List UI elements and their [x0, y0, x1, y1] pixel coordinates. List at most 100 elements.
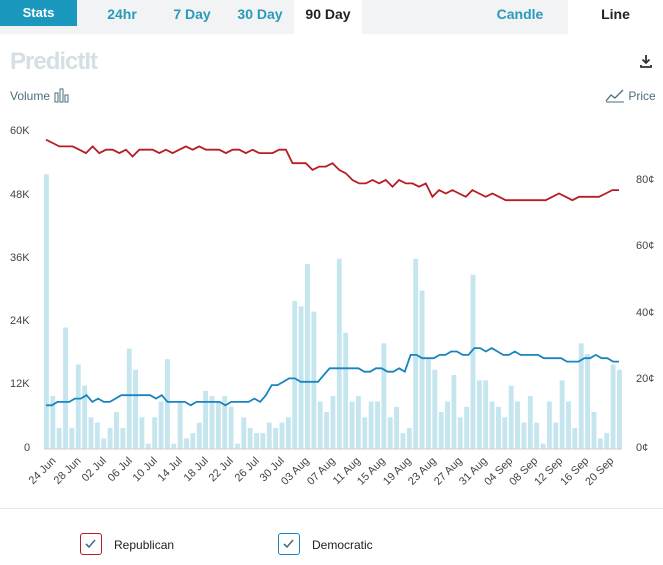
volume-bar [527, 396, 533, 449]
line-chart-icon [605, 89, 624, 103]
volume-bar [317, 401, 323, 449]
y-left-tick-48k: 48K [10, 189, 30, 201]
volume-bar [171, 443, 177, 449]
volume-bar [483, 380, 489, 449]
volume-bar [120, 427, 126, 449]
tab-stats[interactable]: Stats [0, 0, 77, 26]
volume-toggle[interactable]: Volume [10, 87, 71, 103]
volume-bar [546, 401, 552, 449]
x-tick-label: 14 Jul [156, 455, 186, 485]
volume-bar [114, 412, 119, 449]
volume-bar [585, 353, 591, 449]
volume-bar [63, 327, 68, 449]
legend-checkbox-republican[interactable] [80, 533, 102, 555]
x-tick-label: 02 Jul [79, 455, 110, 485]
volume-bar [381, 343, 387, 449]
volume-bar [152, 417, 158, 449]
y-right-tick-0: 0¢ [636, 442, 649, 454]
volume-bar [406, 427, 412, 449]
volume-bar [400, 433, 406, 449]
volume-bar [476, 380, 482, 449]
predictit-logo: PredictIt [10, 48, 98, 75]
volume-bar [133, 369, 138, 449]
volume-bar [177, 401, 183, 449]
range-tab-bar: Stats 24hr 7 Day 30 Day 90 Day Candle Li… [0, 0, 663, 34]
volume-bar [266, 422, 272, 449]
volume-bar [215, 401, 221, 449]
volume-bar [158, 401, 164, 449]
volume-bar [432, 369, 438, 449]
volume-bar [196, 422, 202, 449]
volume-bar [572, 427, 578, 449]
volume-bar [553, 422, 559, 449]
volume-bar [387, 417, 393, 449]
volume-bar [88, 417, 94, 449]
tab-30-day[interactable]: 30 Day [237, 6, 283, 22]
volume-bar [56, 427, 62, 449]
legend-label-democratic: Democratic [312, 538, 373, 552]
volume-bar [298, 306, 304, 449]
x-tick-label: 06 Jul [105, 455, 135, 485]
volume-bar [190, 433, 196, 449]
volume-bar [260, 433, 266, 449]
volume-bar [489, 401, 495, 449]
volume-bar [75, 364, 81, 449]
volume-bar [438, 412, 444, 449]
volume-bar [330, 396, 336, 449]
volume-bar [610, 364, 616, 449]
y-right-tick-60: 60¢ [636, 240, 655, 252]
volume-bar [292, 301, 298, 449]
y-left-tick-60k: 60K [10, 125, 30, 137]
volume-label: Volume [10, 89, 51, 103]
volume-bar [617, 369, 622, 449]
volume-bar [184, 438, 189, 449]
volume-bar [559, 380, 565, 449]
legend-label-republican: Republican [114, 538, 175, 552]
price-toggle[interactable]: Price [605, 87, 656, 103]
volume-bar [394, 406, 400, 449]
volume-bar [235, 443, 240, 449]
volume-bar [164, 359, 170, 449]
volume-bar [578, 343, 584, 449]
volume-bar [222, 396, 228, 449]
x-tick-label: 22 Jul [206, 455, 237, 485]
check-icon [85, 539, 96, 549]
volume-bar [375, 401, 380, 449]
y-right-tick-80: 80¢ [636, 174, 655, 186]
volume-bar [241, 417, 247, 449]
volume-bar [50, 396, 56, 449]
volume-bar [254, 433, 259, 449]
volume-bar [457, 417, 463, 449]
volume-bar [349, 401, 355, 449]
tab-7-day[interactable]: 7 Day [173, 6, 211, 22]
volume-bar [311, 311, 317, 449]
legend-divider [0, 508, 663, 509]
volume-bar [521, 422, 527, 449]
volume-bar [451, 375, 457, 449]
volume-bar [591, 412, 597, 449]
tab-line[interactable]: Line [568, 0, 663, 34]
volume-bar [107, 427, 113, 449]
volume-bar [534, 422, 540, 449]
volume-bar [145, 443, 151, 449]
series-line-republican [45, 138, 619, 202]
volume-bar [368, 401, 374, 449]
tab-candle[interactable]: Candle [496, 6, 544, 22]
volume-bar [515, 401, 520, 449]
volume-bar [228, 406, 234, 449]
legend-checkbox-democratic[interactable] [278, 533, 300, 555]
download-icon[interactable] [638, 53, 654, 69]
tab-24hr[interactable]: 24hr [107, 6, 137, 22]
x-tick-label: 10 Jul [130, 455, 160, 485]
volume-bar [413, 258, 419, 449]
tab-90-day[interactable]: 90 Day [294, 0, 362, 34]
volume-bar [209, 396, 215, 449]
volume-bar [139, 417, 145, 449]
x-tick-label: 07 Aug [304, 455, 338, 488]
volume-bar [101, 438, 107, 449]
volume-bar [540, 443, 546, 449]
x-tick-label: 24 Jun [26, 455, 59, 487]
price-label: Price [628, 89, 656, 103]
volume-bar [279, 422, 285, 449]
y-left-tick-0: 0 [24, 442, 31, 454]
